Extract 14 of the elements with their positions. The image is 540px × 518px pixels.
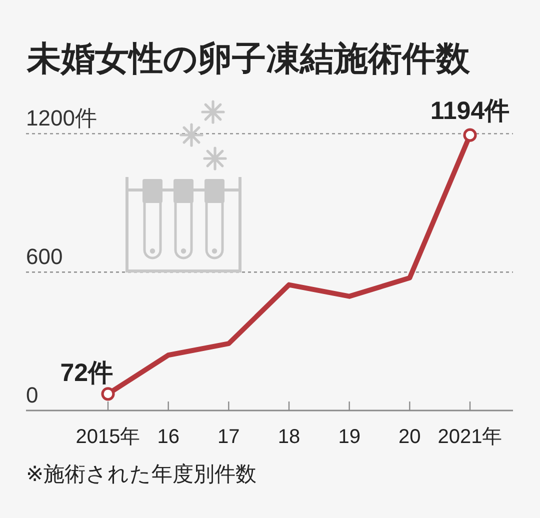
- y-tick-label: 1200件: [26, 106, 97, 131]
- x-tick-label: 19: [338, 426, 360, 448]
- x-tick-label: 17: [218, 426, 240, 448]
- x-tick-label: 2015年: [76, 426, 140, 448]
- chart-title: 未婚女性の卵子凍結施術件数: [26, 40, 471, 78]
- x-tick-label: 20: [398, 426, 421, 448]
- notes: ※施術された年度別件数: [26, 463, 257, 486]
- y-tick-label: 600: [26, 244, 63, 270]
- data-label: 72件: [60, 358, 113, 387]
- y-tick-label: 0: [26, 382, 38, 408]
- data-label: 1194件: [430, 97, 510, 126]
- x-tick-label: 18: [278, 426, 300, 448]
- x-tick-label: 16: [157, 426, 180, 448]
- x-tick-label: 2021年: [438, 426, 502, 448]
